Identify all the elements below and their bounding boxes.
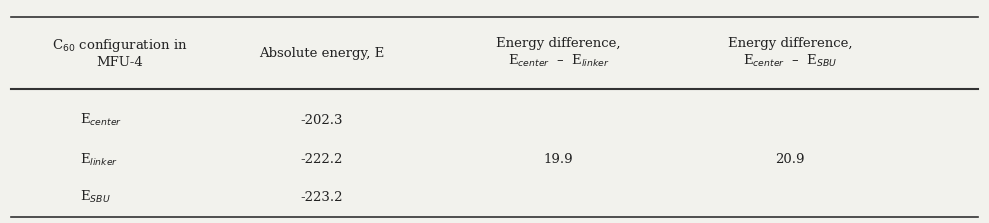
Text: Absolute energy, E: Absolute energy, E: [259, 47, 385, 60]
Text: E$_{SBU}$: E$_{SBU}$: [80, 189, 111, 205]
Text: -202.3: -202.3: [301, 114, 343, 127]
Text: C$_{60}$ configuration in
MFU-4: C$_{60}$ configuration in MFU-4: [51, 37, 188, 69]
Text: E$_{center}$: E$_{center}$: [80, 112, 123, 128]
Text: Energy difference,
E$_{center}$  –  E$_{linker}$: Energy difference, E$_{center}$ – E$_{li…: [496, 37, 621, 69]
Text: 19.9: 19.9: [544, 153, 574, 166]
Text: -223.2: -223.2: [301, 191, 343, 204]
Text: E$_{linker}$: E$_{linker}$: [80, 152, 119, 168]
Text: -222.2: -222.2: [301, 153, 343, 166]
Text: 20.9: 20.9: [775, 153, 805, 166]
Text: Energy difference,
E$_{center}$  –  E$_{SBU}$: Energy difference, E$_{center}$ – E$_{SB…: [728, 37, 853, 69]
